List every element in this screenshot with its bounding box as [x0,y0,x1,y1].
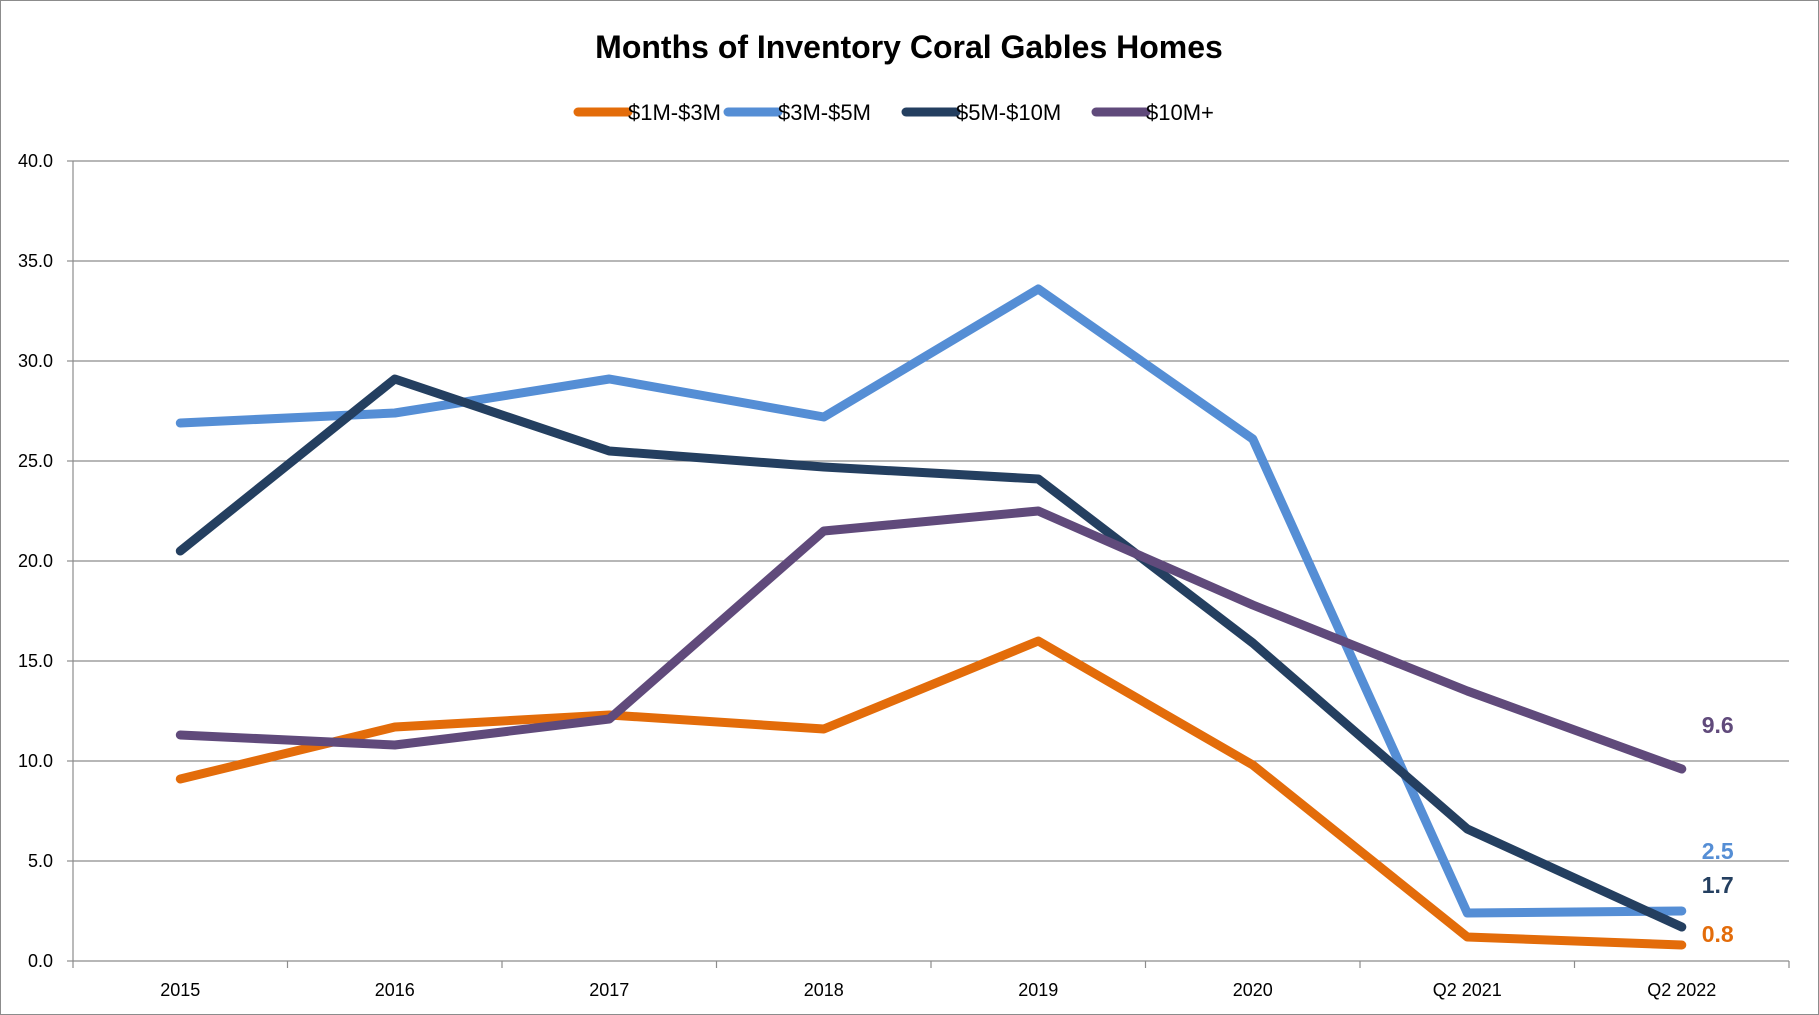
x-tick-label: 2019 [1018,980,1058,1000]
series-lines [175,284,1687,950]
y-tick-label: 30.0 [18,351,53,371]
end-label: 1.7 [1702,872,1734,898]
y-axis-ticks: 0.0 5.0 10.0 15.0 20.0 25.0 30.0 35.0 40.0 [18,151,53,971]
y-tick-label: 20.0 [18,551,53,571]
gridlines [67,160,1790,968]
x-axis-ticks: 2015 2016 2017 2018 2019 2020 Q2 2021 Q2 2022 [160,980,1716,1000]
series-line-0 [175,636,1687,950]
series-line-1 [175,284,1687,918]
legend: $1M-$3M $3M-$5M $5M-$10M $10M+ [573,100,1214,125]
y-tick-label: 5.0 [28,851,53,871]
legend-label: $3M-$5M [778,100,871,125]
series-line-2 [175,374,1687,932]
x-tick-label: 2018 [804,980,844,1000]
x-tick-label: 2016 [375,980,415,1000]
legend-label: $10M+ [1146,100,1214,125]
legend-label: $5M-$10M [956,100,1061,125]
end-label: 0.8 [1702,921,1734,947]
series-line-3 [175,506,1687,774]
end-label: 9.6 [1702,712,1734,738]
y-tick-label: 35.0 [18,251,53,271]
x-tick-label: Q2 2022 [1647,980,1716,1000]
y-tick-label: 10.0 [18,751,53,771]
end-label: 2.5 [1702,838,1734,864]
y-tick-label: 25.0 [18,451,53,471]
y-tick-label: 15.0 [18,651,53,671]
x-tick-label: Q2 2021 [1433,980,1502,1000]
x-tick-label: 2017 [589,980,629,1000]
x-tick-label: 2020 [1233,980,1273,1000]
y-tick-label: 0.0 [28,951,53,971]
end-labels: 0.8 2.5 1.7 9.6 [1702,712,1734,947]
chart-title: Months of Inventory Coral Gables Homes [595,29,1223,65]
x-tick-label: 2015 [160,980,200,1000]
legend-label: $1M-$3M [628,100,721,125]
y-tick-label: 40.0 [18,151,53,171]
